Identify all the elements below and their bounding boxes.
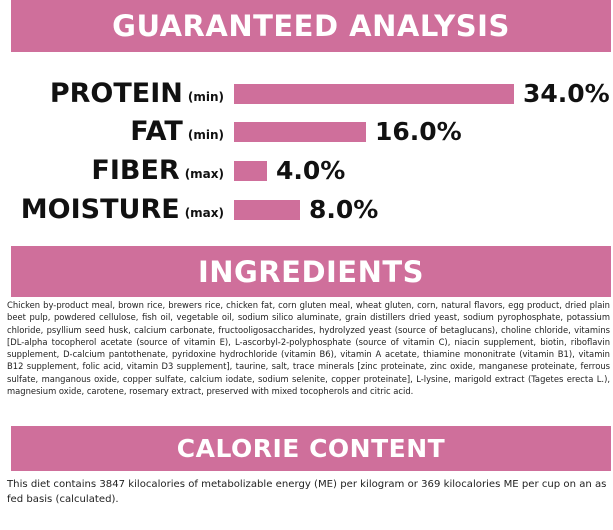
analysis-bar bbox=[234, 84, 514, 104]
analysis-value: 4.0% bbox=[276, 156, 346, 185]
calorie-content-banner: CALORIE CONTENT bbox=[11, 426, 611, 471]
analysis-bar bbox=[234, 200, 300, 220]
ingredients-text: Chicken by-product meal, brown rice, bre… bbox=[7, 300, 610, 397]
nutrient-name: PROTEIN bbox=[49, 78, 183, 109]
calorie-content-title: CALORIE CONTENT bbox=[176, 434, 446, 463]
calorie-content-text: This diet contains 3847 kilocalories of … bbox=[7, 479, 607, 505]
analysis-label: PROTEIN (min) bbox=[0, 76, 224, 112]
guaranteed-analysis-title: GUARANTEED ANALYSIS bbox=[112, 9, 510, 43]
analysis-label: FIBER (max) bbox=[0, 153, 224, 189]
analysis-bar bbox=[234, 161, 267, 181]
guaranteed-analysis-banner: GUARANTEED ANALYSIS bbox=[11, 0, 611, 52]
analysis-value: 8.0% bbox=[309, 195, 379, 224]
nutrient-name: MOISTURE bbox=[20, 194, 180, 225]
nutrient-name: FIBER bbox=[91, 155, 180, 186]
nutrient-qualifier: (max) bbox=[184, 167, 224, 181]
nutrient-name: FAT bbox=[130, 116, 183, 147]
nutrient-qualifier: (min) bbox=[187, 90, 224, 104]
nutrient-qualifier: (max) bbox=[184, 206, 224, 220]
ingredients-title: INGREDIENTS bbox=[197, 254, 425, 289]
nutrient-qualifier: (min) bbox=[187, 128, 224, 142]
analysis-label: FAT (min) bbox=[0, 114, 224, 150]
analysis-bar bbox=[234, 122, 366, 142]
analysis-value: 34.0% bbox=[523, 79, 610, 108]
analysis-value: 16.0% bbox=[375, 117, 462, 146]
ingredients-banner: INGREDIENTS bbox=[11, 246, 611, 297]
analysis-label: MOISTURE (max) bbox=[0, 192, 224, 228]
